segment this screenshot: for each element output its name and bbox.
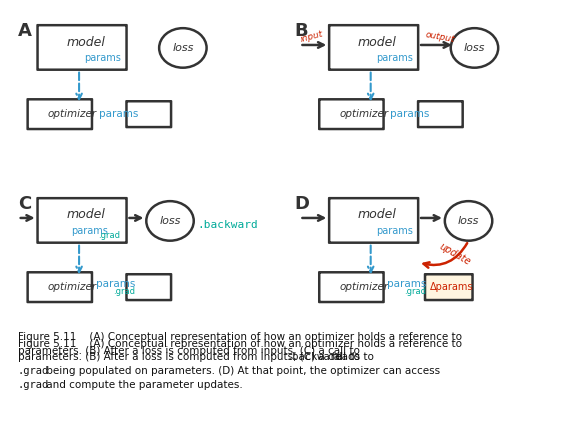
Text: Figure 5.11    (A) Conceptual representation of how an optimizer holds a referen: Figure 5.11 (A) Conceptual representatio… (18, 339, 462, 348)
FancyBboxPatch shape (37, 198, 127, 243)
FancyBboxPatch shape (418, 101, 463, 127)
Text: input: input (300, 30, 324, 45)
Text: .grad: .grad (113, 287, 135, 296)
Text: Figure 5.11    (A) Conceptual representation of how an optimizer holds a referen: Figure 5.11 (A) Conceptual representatio… (18, 332, 462, 356)
Text: being populated on parameters. (D) At that point, the optimizer can access: being populated on parameters. (D) At th… (43, 366, 440, 376)
Text: update: update (438, 241, 473, 268)
Text: .grad: .grad (404, 287, 426, 296)
Ellipse shape (451, 28, 498, 68)
Text: optimizer: optimizer (47, 282, 96, 292)
FancyBboxPatch shape (27, 272, 92, 302)
FancyBboxPatch shape (37, 25, 127, 70)
Text: B: B (294, 22, 308, 40)
FancyBboxPatch shape (27, 99, 92, 129)
Text: loss: loss (464, 43, 485, 53)
Text: loss: loss (458, 216, 479, 226)
Text: .backward: .backward (198, 220, 259, 230)
Ellipse shape (159, 28, 207, 68)
FancyBboxPatch shape (127, 274, 171, 300)
Text: optimizer: optimizer (339, 109, 388, 119)
Text: .grad: .grad (98, 231, 120, 240)
Text: params: params (99, 109, 138, 119)
Text: params: params (391, 109, 430, 119)
Text: params: params (84, 53, 121, 63)
Text: params: params (376, 226, 412, 236)
Text: model: model (66, 208, 105, 221)
Text: model: model (358, 36, 397, 48)
FancyBboxPatch shape (329, 25, 418, 70)
Ellipse shape (147, 201, 194, 241)
FancyBboxPatch shape (319, 99, 384, 129)
Text: loss: loss (159, 216, 180, 226)
Text: params: params (96, 279, 135, 289)
Text: loss: loss (172, 43, 193, 53)
FancyBboxPatch shape (329, 198, 418, 243)
Text: params: params (71, 226, 108, 236)
Text: .grad: .grad (18, 380, 49, 390)
Text: model: model (66, 36, 105, 48)
Text: D: D (294, 195, 310, 213)
Text: .backward: .backward (287, 352, 343, 363)
Text: A: A (18, 22, 32, 40)
Text: parameters. (B) After a loss is computed from inputs, (C) a call to: parameters. (B) After a loss is computed… (18, 352, 363, 363)
FancyBboxPatch shape (127, 101, 171, 127)
Text: optimizer: optimizer (47, 109, 96, 119)
Text: model: model (358, 208, 397, 221)
Text: params: params (388, 279, 427, 289)
Text: leads to: leads to (329, 352, 374, 363)
Text: params: params (376, 53, 412, 63)
FancyBboxPatch shape (425, 274, 472, 300)
Text: optimizer: optimizer (339, 282, 388, 292)
Text: Δparams: Δparams (430, 282, 474, 292)
Text: .grad: .grad (18, 366, 49, 376)
Text: and compute the parameter updates.: and compute the parameter updates. (43, 380, 244, 390)
Text: C: C (18, 195, 31, 213)
Text: output: output (425, 30, 456, 44)
FancyBboxPatch shape (319, 272, 384, 302)
Ellipse shape (445, 201, 492, 241)
